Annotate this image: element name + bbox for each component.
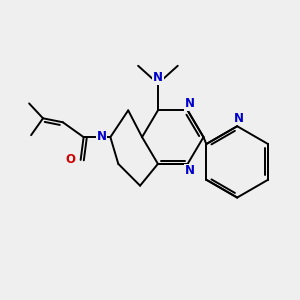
Text: N: N <box>184 164 195 177</box>
Text: N: N <box>234 112 244 125</box>
Text: N: N <box>97 130 106 142</box>
Text: N: N <box>153 71 163 84</box>
Text: N: N <box>97 130 106 142</box>
Text: N: N <box>184 97 195 110</box>
Text: O: O <box>66 153 76 167</box>
Text: O: O <box>66 153 76 167</box>
Text: N: N <box>184 97 195 110</box>
Text: N: N <box>153 71 163 84</box>
Text: N: N <box>184 164 195 177</box>
Text: N: N <box>234 112 244 125</box>
